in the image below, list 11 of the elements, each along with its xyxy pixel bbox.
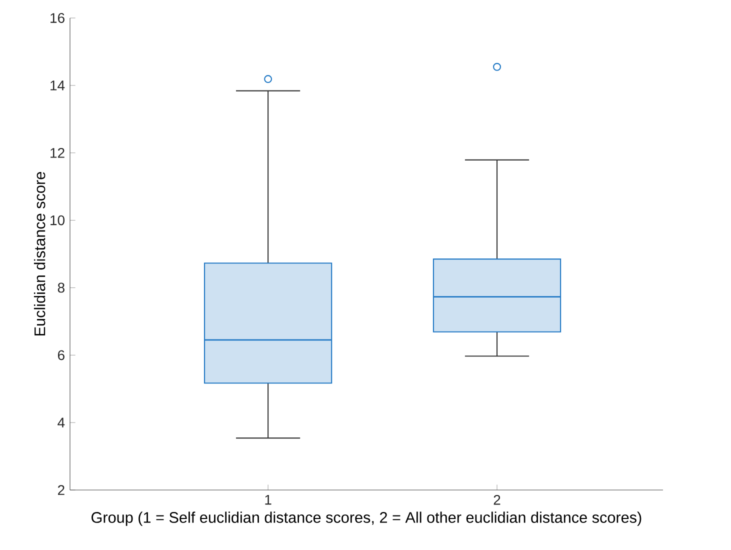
y-tick-label: 2 — [58, 485, 64, 495]
y-tick-label: 14 — [50, 80, 65, 90]
y-axis-title: Euclidian distance score — [34, 172, 46, 336]
y-tick-label: 6 — [58, 350, 64, 360]
y-tick-label: 10 — [50, 215, 65, 226]
y-tick-label: 16 — [50, 13, 64, 23]
y-tick-label: 12 — [50, 148, 64, 158]
y-tick-label: 4 — [58, 418, 65, 428]
x-tick-label: 1 — [265, 494, 272, 505]
x-axis-title: Group (1 = Self euclidian distance scores, 2 = All other euclidian distance scores) — [92, 512, 642, 526]
y-tick-label: 8 — [58, 282, 64, 293]
